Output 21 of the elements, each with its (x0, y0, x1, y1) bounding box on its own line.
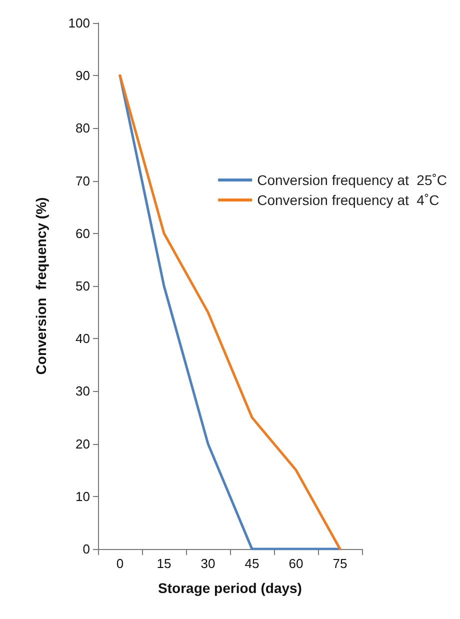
y-tick-label: 40 (76, 331, 90, 346)
x-axis-title: Storage period (days) (158, 580, 302, 596)
y-tick-label: 20 (76, 436, 90, 452)
legend-label: Conversion frequency at 25˚C (257, 172, 447, 188)
x-tick-label: 60 (288, 556, 304, 571)
x-tick-label: 75 (332, 556, 348, 571)
legend-label: Conversion frequency at 4˚C (257, 192, 440, 208)
y-tick-label: 60 (76, 226, 90, 241)
x-tick-label: 45 (244, 556, 260, 571)
y-tick-label: 10 (76, 488, 90, 504)
y-tick-label: 70 (76, 173, 90, 188)
y-tick-label: 30 (76, 384, 90, 399)
y-tick-label: 80 (76, 120, 90, 136)
x-tick-label: 15 (156, 556, 172, 571)
y-tick-label: 50 (76, 278, 90, 294)
x-tick-label: 0 (116, 556, 124, 571)
y-tick-label: 100 (68, 16, 90, 30)
y-axis-title: Conversion frequency (%) (33, 197, 49, 375)
y-tick-label: 90 (76, 68, 90, 84)
x-tick-label: 30 (200, 556, 216, 571)
y-tick-label: 0 (82, 542, 90, 556)
